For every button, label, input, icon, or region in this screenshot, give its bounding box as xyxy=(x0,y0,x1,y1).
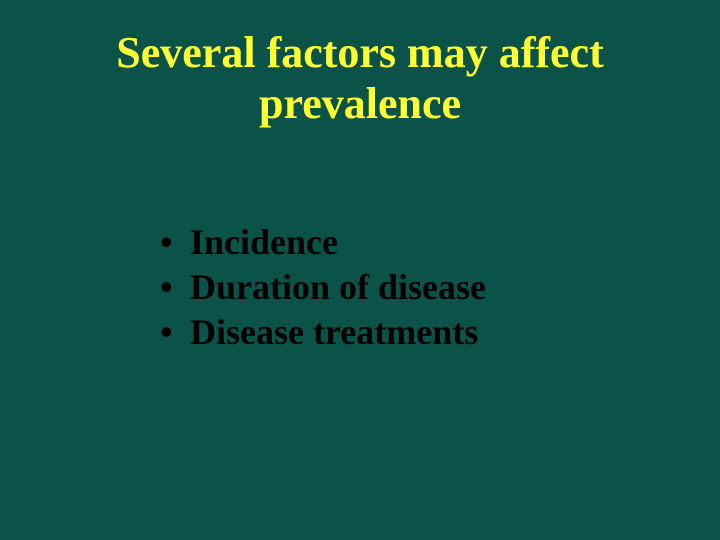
bullet-text: Duration of disease xyxy=(190,265,486,310)
slide-title: Several factors may affect prevalence xyxy=(0,28,720,129)
bullet-marker: • xyxy=(160,220,190,265)
list-item: • Duration of disease xyxy=(160,265,486,310)
list-item: • Disease treatments xyxy=(160,310,486,355)
bullet-marker: • xyxy=(160,310,190,355)
bullet-text: Disease treatments xyxy=(190,310,478,355)
slide-title-line-1: Several factors may affect xyxy=(116,28,603,77)
list-item: • Incidence xyxy=(160,220,486,265)
bullet-marker: • xyxy=(160,265,190,310)
slide-title-line-2: prevalence xyxy=(259,79,461,128)
bullet-text: Incidence xyxy=(190,220,338,265)
bullet-list: • Incidence • Duration of disease • Dise… xyxy=(160,220,486,355)
